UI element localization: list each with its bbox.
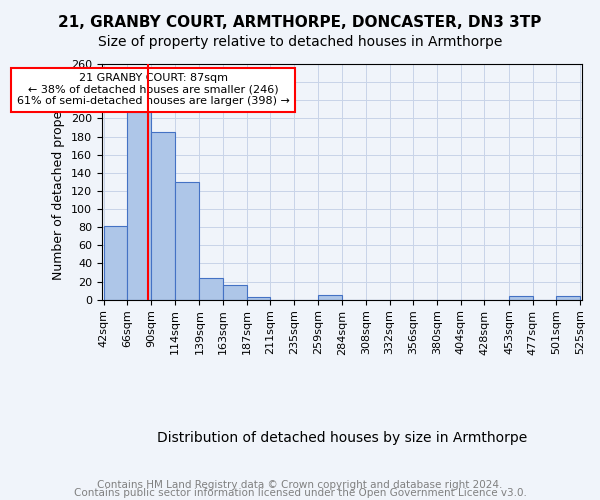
Bar [223,286,247,300]
Bar [127,112,151,300]
X-axis label: Distribution of detached houses by size in Armthorpe: Distribution of detached houses by size … [157,431,527,445]
Bar [509,296,533,300]
Bar [151,132,175,300]
Text: 21 GRANBY COURT: 87sqm
← 38% of detached houses are smaller (246)
61% of semi-de: 21 GRANBY COURT: 87sqm ← 38% of detached… [17,73,289,106]
Bar [104,226,127,300]
Text: 21, GRANBY COURT, ARMTHORPE, DONCASTER, DN3 3TP: 21, GRANBY COURT, ARMTHORPE, DONCASTER, … [58,15,542,30]
Bar [317,295,343,300]
Bar [247,297,271,300]
Text: Size of property relative to detached houses in Armthorpe: Size of property relative to detached ho… [98,35,502,49]
Bar [199,278,223,300]
Text: Contains HM Land Registry data © Crown copyright and database right 2024.: Contains HM Land Registry data © Crown c… [97,480,503,490]
Y-axis label: Number of detached properties: Number of detached properties [52,84,65,280]
Bar [175,182,199,300]
Bar [556,296,580,300]
Text: Contains public sector information licensed under the Open Government Licence v3: Contains public sector information licen… [74,488,526,498]
